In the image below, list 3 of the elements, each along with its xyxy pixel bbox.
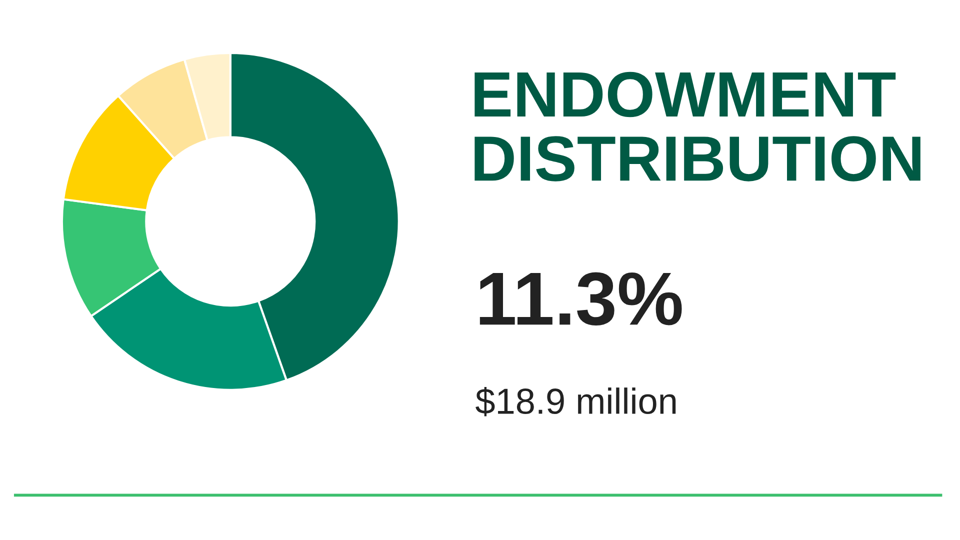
text: 11.3% [480, 272, 682, 326]
text: ENDOWMENT DISTRIBUTION [474, 72, 920, 182]
text: $18.9 million [476, 386, 676, 416]
